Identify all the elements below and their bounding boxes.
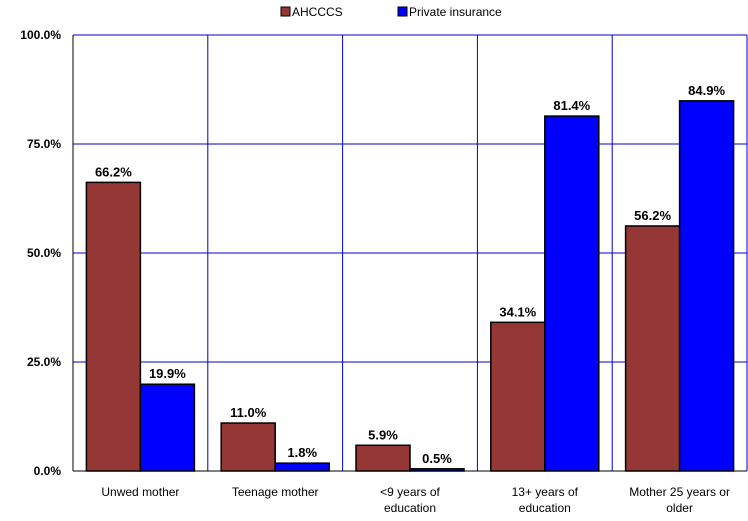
x-tick-label: Teenage mother (232, 485, 319, 499)
y-tick-label: 25.0% (27, 355, 61, 369)
data-label: 34.1% (499, 304, 536, 319)
data-label: 66.2% (95, 164, 132, 179)
legend-swatch (280, 6, 291, 17)
y-tick-label: 50.0% (27, 246, 61, 260)
bar-private-insurance (544, 115, 600, 472)
bar-ahcccs (355, 444, 411, 472)
bar-private-insurance (274, 462, 330, 472)
bar-ahcccs (624, 225, 681, 472)
legend-label: Private insurance (409, 5, 502, 19)
x-tick-label: Unwed mother (101, 485, 179, 499)
data-label: 11.0% (230, 405, 267, 420)
bar-ahcccs (490, 321, 546, 472)
data-label: 81.4% (553, 98, 590, 113)
y-tick-label: 100.0% (20, 28, 61, 42)
bar-private-insurance (678, 100, 735, 472)
x-tick-label: 13+ years of (512, 485, 579, 499)
y-tick-label: 0.0% (34, 464, 62, 478)
legend-label: AHCCCS (292, 5, 343, 19)
data-label: 84.9% (688, 83, 725, 98)
data-label: 19.9% (149, 366, 186, 381)
y-tick-label: 75.0% (27, 137, 61, 151)
data-label: 1.8% (287, 445, 317, 460)
x-tick-label: <9 years of (380, 485, 440, 499)
x-tick-label: education (384, 501, 436, 515)
x-tick-label: education (519, 501, 571, 515)
data-label: 0.5% (422, 451, 452, 466)
data-label: 5.9% (368, 427, 398, 442)
bar-private-insurance (139, 383, 196, 472)
data-label: 56.2% (634, 208, 671, 223)
legend-swatch (397, 6, 408, 17)
bar-ahcccs (85, 181, 142, 472)
x-tick-label: older (666, 501, 693, 515)
x-tick-label: Mother 25 years or (629, 485, 730, 499)
bar-ahcccs (220, 422, 276, 472)
